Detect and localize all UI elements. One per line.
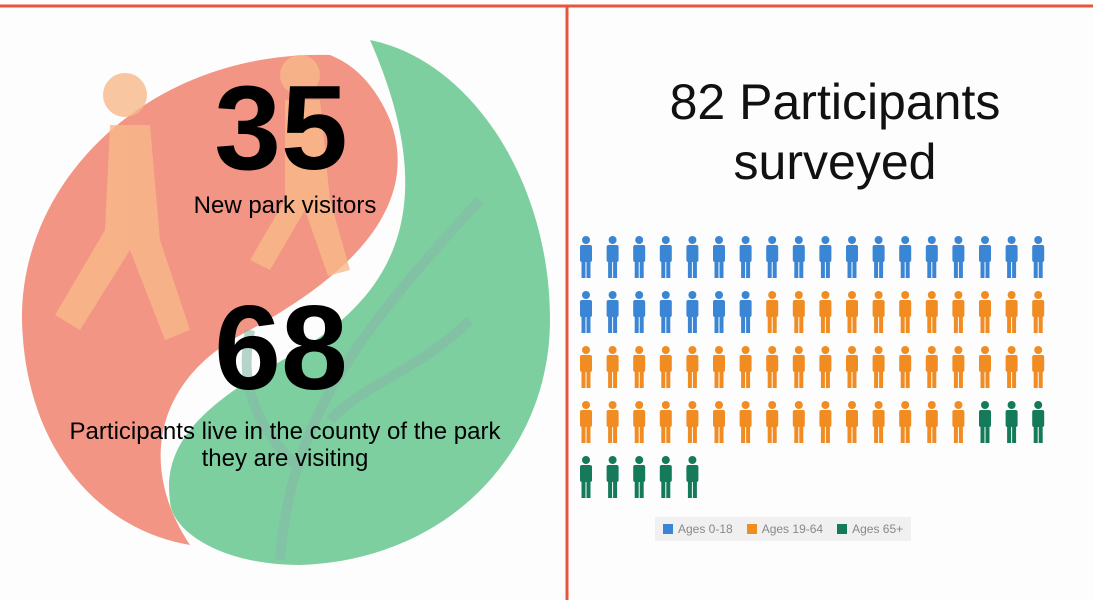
legend-item: Ages 65+ [837,522,903,536]
legend-label: Ages 19-64 [761,522,824,536]
walker-silhouettes [55,55,350,340]
chart-title: 82 Participants surveyed [669,74,1001,190]
legend-label: Ages 0-18 [678,522,733,536]
legend-item: Ages 0-18 [663,522,733,536]
stat-number: 68 [214,281,348,415]
legend-item: Ages 19-64 [746,522,824,536]
stat-number: 35 [214,61,348,195]
branch [241,196,484,561]
legend-swatch [837,524,848,534]
legend-swatch [663,524,673,534]
stat-label: New park visitors [193,192,377,219]
legend-label: Ages 65+ [852,522,904,536]
legend: Ages 0-18 Ages 19-64 Ages 65+ [655,517,912,541]
stat-label: Participants live in the county of the p… [69,418,501,472]
legend-swatch [746,524,757,534]
